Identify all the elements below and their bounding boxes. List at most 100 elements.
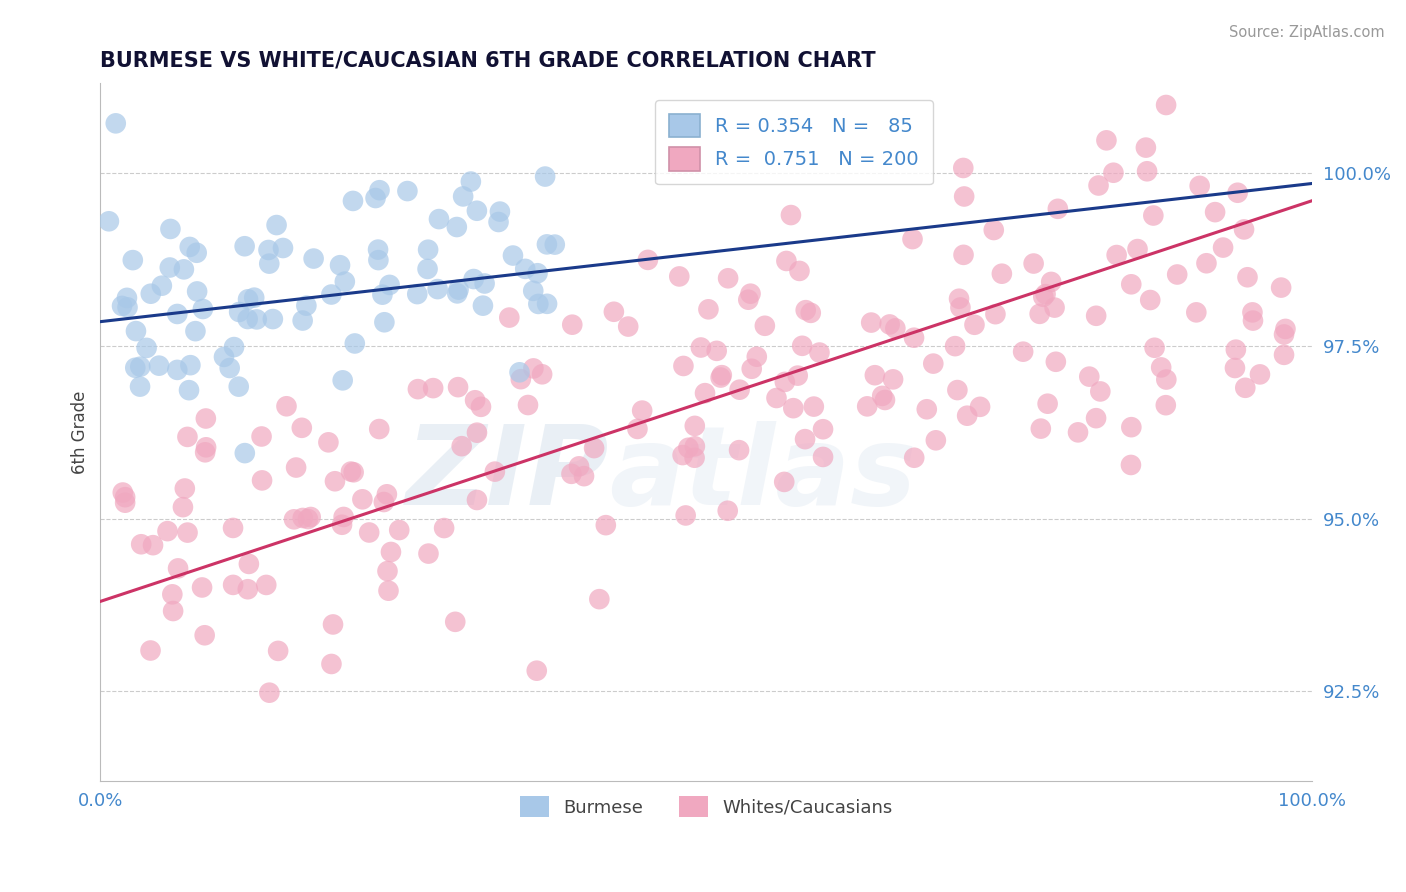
Point [952, 248, 974, 262]
Point [172, 500, 194, 515]
Point [194, 445, 217, 459]
Point [329, 258, 352, 272]
Point [377, 583, 399, 598]
Text: Source: ZipAtlas.com: Source: ZipAtlas.com [1229, 25, 1385, 40]
Point [422, 381, 444, 395]
Point [426, 282, 449, 296]
Point [745, 350, 768, 364]
Point [683, 439, 706, 453]
Point [1029, 422, 1052, 436]
Point [129, 359, 152, 374]
Point [943, 339, 966, 353]
Point [1036, 397, 1059, 411]
Point [191, 581, 214, 595]
Point [340, 465, 363, 479]
Point [121, 253, 143, 268]
Point [236, 312, 259, 326]
Point [1121, 277, 1143, 292]
Point [250, 429, 273, 443]
Point [184, 324, 207, 338]
Point [333, 275, 356, 289]
Point [626, 422, 648, 436]
Point [1234, 381, 1257, 395]
Point [332, 373, 354, 387]
Text: ZIP: ZIP [406, 420, 609, 527]
Point [212, 350, 235, 364]
Point [728, 443, 751, 458]
Point [984, 307, 1007, 321]
Point [780, 208, 803, 222]
Point [803, 400, 825, 414]
Point [488, 215, 510, 229]
Point [460, 175, 482, 189]
Point [1241, 313, 1264, 327]
Point [222, 521, 245, 535]
Point [963, 318, 986, 332]
Point [276, 399, 298, 413]
Point [1226, 186, 1249, 200]
Point [595, 518, 617, 533]
Point [603, 305, 626, 319]
Point [450, 439, 472, 453]
Point [956, 409, 979, 423]
Point [697, 302, 720, 317]
Point [526, 266, 548, 280]
Point [114, 496, 136, 510]
Point [560, 467, 582, 481]
Point [233, 239, 256, 253]
Point [1185, 305, 1208, 319]
Point [1136, 164, 1159, 178]
Point [291, 421, 314, 435]
Point [969, 400, 991, 414]
Point [1270, 280, 1292, 294]
Point [754, 318, 776, 333]
Point [236, 293, 259, 307]
Point [474, 277, 496, 291]
Point [527, 297, 550, 311]
Point [668, 269, 690, 284]
Point [1272, 327, 1295, 342]
Point [502, 248, 524, 262]
Point [1087, 178, 1109, 193]
Point [1225, 343, 1247, 357]
Point [416, 243, 439, 257]
Point [561, 318, 583, 332]
Point [683, 418, 706, 433]
Point [583, 441, 606, 455]
Point [367, 253, 389, 268]
Point [343, 465, 366, 479]
Point [915, 402, 938, 417]
Point [451, 189, 474, 203]
Point [297, 512, 319, 526]
Point [517, 398, 540, 412]
Point [991, 267, 1014, 281]
Point [522, 284, 544, 298]
Point [142, 538, 165, 552]
Point [637, 252, 659, 267]
Point [373, 495, 395, 509]
Point [129, 537, 152, 551]
Point [794, 303, 817, 318]
Point [463, 272, 485, 286]
Point [1085, 309, 1108, 323]
Point [377, 564, 399, 578]
Point [228, 379, 250, 393]
Point [675, 508, 697, 523]
Point [717, 504, 740, 518]
Point [330, 517, 353, 532]
Point [903, 450, 925, 465]
Point [617, 319, 640, 334]
Point [1154, 98, 1177, 112]
Point [1035, 287, 1057, 301]
Point [367, 243, 389, 257]
Point [150, 278, 173, 293]
Point [786, 368, 808, 383]
Point [159, 260, 181, 275]
Point [302, 252, 325, 266]
Point [375, 487, 398, 501]
Point [522, 361, 544, 376]
Point [515, 261, 537, 276]
Point [114, 490, 136, 504]
Point [233, 446, 256, 460]
Point [1085, 411, 1108, 425]
